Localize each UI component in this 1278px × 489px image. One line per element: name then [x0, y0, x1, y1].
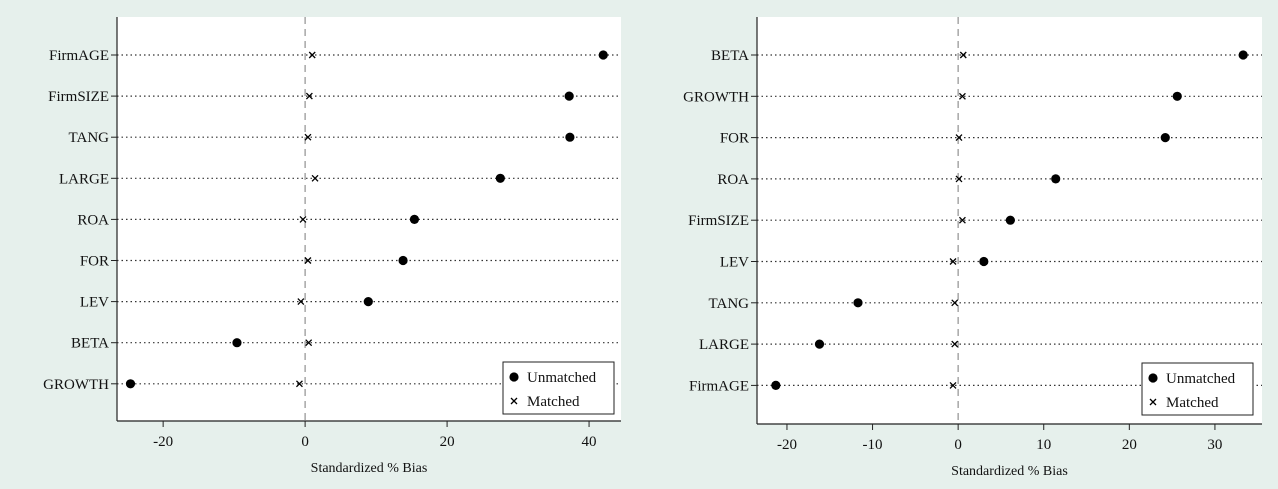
matched-point: [305, 339, 313, 347]
x-tick-label: -10: [863, 437, 883, 453]
legend-label: Matched: [1166, 395, 1219, 411]
category-label: ROA: [77, 212, 109, 228]
legend-dot-icon: [1148, 373, 1158, 383]
chart-panel-1: FirmAGE FirmSIZE TANG LARGE ROA FOR LEV BETA GRO…: [0, 0, 634, 489]
x-tick-label: -20: [777, 437, 797, 453]
x-tick-label: 40: [582, 434, 597, 450]
category-label: LARGE: [699, 337, 749, 353]
matched-point: [958, 92, 966, 100]
category-label: LARGE: [59, 171, 109, 187]
unmatched-point: [564, 91, 574, 101]
matched-point: [958, 216, 966, 224]
matched-point: [311, 174, 319, 182]
matched-point: [297, 298, 305, 306]
category-label: BETA: [71, 336, 109, 352]
unmatched-point: [979, 256, 989, 267]
legend-box: [502, 361, 615, 415]
unmatched-point: [398, 255, 408, 266]
x-axis-title: Standardized % Bias: [311, 461, 428, 476]
unmatched-point: [1005, 215, 1015, 225]
matched-point: [949, 381, 957, 389]
x-tick-label: 30: [1207, 437, 1222, 453]
category-label: FirmAGE: [49, 48, 109, 64]
matched-point: [951, 299, 959, 307]
unmatched-point: [1238, 50, 1248, 60]
matched-point: [955, 134, 963, 142]
matched-point: [304, 133, 312, 141]
category-label: LEV: [80, 295, 109, 311]
legend-box: [1141, 362, 1254, 416]
legend-dot-icon: [509, 372, 519, 382]
unmatched-point: [363, 297, 373, 307]
category-label: ROA: [717, 172, 749, 188]
category-label: GROWTH: [43, 377, 109, 393]
unmatched-point: [409, 214, 420, 224]
unmatched-point: [1172, 91, 1182, 101]
unmatched-point: [1160, 133, 1170, 143]
category-label: FOR: [720, 131, 749, 147]
category-label: FirmSIZE: [48, 89, 109, 105]
x-tick-label: 0: [954, 437, 962, 453]
category-label: TANG: [709, 296, 750, 312]
legend-x-icon: [510, 397, 518, 405]
category-label: TANG: [69, 130, 110, 146]
matched-point: [955, 175, 963, 183]
legend: Unmatched Matched: [502, 361, 615, 415]
matched-point: [308, 51, 316, 59]
category-label: GROWTH: [683, 89, 749, 105]
legend-label: Matched: [527, 394, 580, 410]
category-label: BETA: [711, 48, 749, 64]
matched-point: [305, 92, 313, 100]
category-label: FirmAGE: [689, 378, 749, 394]
x-tick-label: 20: [440, 434, 455, 450]
legend-x-icon: [1149, 398, 1157, 406]
matched-point: [304, 257, 312, 264]
unmatched-point: [1051, 174, 1061, 184]
unmatched-point: [598, 50, 608, 60]
matched-point: [959, 51, 967, 59]
unmatched-point: [565, 132, 575, 142]
x-tick-label: 20: [1122, 437, 1137, 453]
unmatched-point: [771, 380, 781, 390]
matched-point: [299, 215, 307, 223]
legend-label: Unmatched: [527, 370, 597, 386]
unmatched-point: [125, 379, 136, 389]
matched-point: [949, 258, 957, 265]
x-axis-title: Standardized % Bias: [951, 464, 1068, 479]
category-label: FOR: [80, 254, 109, 270]
category-label: LEV: [720, 255, 749, 271]
chart-panel-2: BETA GROWTH FOR ROA FirmSIZE LEV TANG LARGE Firm…: [644, 0, 1278, 489]
matched-point: [295, 380, 303, 388]
unmatched-point: [814, 339, 825, 349]
x-tick-label: -20: [153, 434, 173, 450]
matched-point: [951, 340, 959, 348]
x-tick-label: 0: [301, 434, 309, 450]
unmatched-point: [853, 298, 863, 308]
category-label: FirmSIZE: [688, 213, 749, 229]
legend-label: Unmatched: [1166, 371, 1236, 387]
x-tick-label: 10: [1036, 437, 1051, 453]
unmatched-point: [232, 338, 242, 348]
legend: Unmatched Matched: [1141, 362, 1254, 416]
unmatched-point: [495, 173, 505, 183]
